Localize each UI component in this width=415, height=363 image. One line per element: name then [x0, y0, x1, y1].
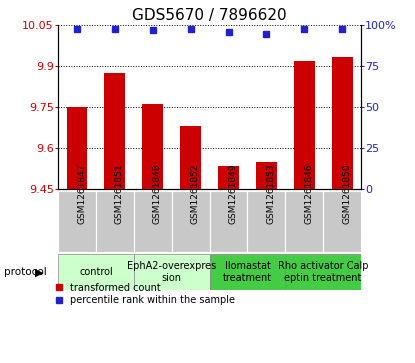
Text: control: control — [79, 267, 113, 277]
Bar — [286, 254, 361, 290]
Bar — [256, 162, 277, 189]
Bar — [286, 191, 323, 252]
Text: GSM1261853: GSM1261853 — [266, 163, 276, 224]
Bar — [332, 57, 352, 189]
Text: GSM1261852: GSM1261852 — [190, 163, 200, 224]
Bar — [105, 73, 125, 189]
Text: Ilomastat
treatment: Ilomastat treatment — [223, 261, 272, 283]
Bar — [210, 191, 247, 252]
Text: ▶: ▶ — [35, 267, 44, 277]
Text: GSM1261851: GSM1261851 — [115, 163, 124, 224]
Bar — [142, 104, 163, 189]
Text: GSM1261850: GSM1261850 — [342, 163, 351, 224]
Bar — [180, 126, 201, 189]
Text: EphA2-overexpres
sion: EphA2-overexpres sion — [127, 261, 216, 283]
Legend: transformed count, percentile rank within the sample: transformed count, percentile rank withi… — [55, 282, 235, 306]
Title: GDS5670 / 7896620: GDS5670 / 7896620 — [132, 8, 287, 23]
Text: GSM1261847: GSM1261847 — [77, 163, 86, 224]
Bar — [134, 254, 210, 290]
Text: GSM1261849: GSM1261849 — [229, 163, 237, 224]
Bar — [218, 166, 239, 189]
Text: GSM1261848: GSM1261848 — [153, 163, 162, 224]
Bar — [96, 191, 134, 252]
Bar — [58, 191, 96, 252]
Bar — [323, 191, 361, 252]
Bar — [134, 191, 172, 252]
Bar — [67, 107, 88, 189]
Bar — [247, 191, 285, 252]
Bar — [210, 254, 286, 290]
Bar — [294, 61, 315, 189]
Bar — [58, 254, 134, 290]
Text: protocol: protocol — [4, 267, 47, 277]
Text: Rho activator Calp
eptin treatment: Rho activator Calp eptin treatment — [278, 261, 369, 283]
Bar — [172, 191, 210, 252]
Text: GSM1261846: GSM1261846 — [304, 163, 313, 224]
